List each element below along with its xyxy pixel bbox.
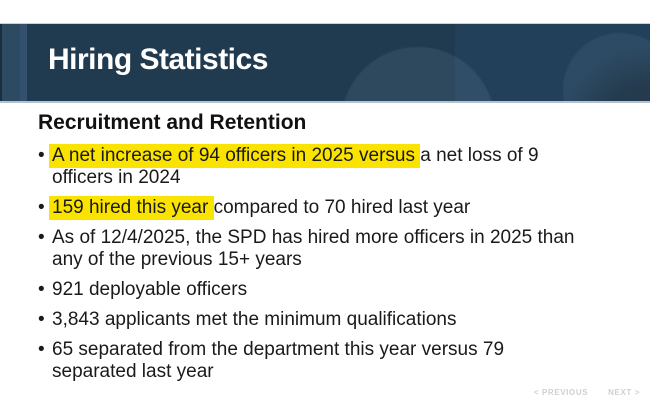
slide-navigation: < PREVIOUS NEXT >: [534, 388, 640, 397]
bullet-marker: •: [38, 309, 45, 330]
bullet-marker: •: [38, 339, 45, 360]
bullet-text: 3,843 applicants met the minimum qualifi…: [52, 309, 456, 331]
bullet-item-hired-this-year: • 159 hired this year compared to 70 hir…: [38, 196, 634, 220]
bullet-item-deployable-officers: • 921 deployable officers: [38, 279, 634, 301]
highlighted-text: 159 hired this year: [49, 196, 214, 220]
highlighted-text: A net increase of 94 officers in 2025 ve…: [49, 144, 421, 168]
bullet-item-hired-more-officers: • As of 12/4/2025, the SPD has hired mor…: [38, 227, 634, 271]
plain-text: a net loss of 9 officers in 2024: [52, 145, 539, 188]
plain-text: 65 separated from the department this ye…: [52, 339, 505, 382]
slide-body: Recruitment and Retention • A net increa…: [38, 110, 634, 391]
previous-button[interactable]: < PREVIOUS: [533, 388, 589, 397]
bullet-item-separated: • 65 separated from the department this …: [38, 339, 634, 383]
bullet-text: As of 12/4/2025, the SPD has hired more …: [52, 227, 574, 271]
bullet-text: 65 separated from the department this ye…: [52, 339, 504, 383]
plain-text: As of 12/4/2025, the SPD has hired more …: [52, 227, 575, 270]
section-heading: Recruitment and Retention: [38, 111, 307, 134]
title-banner: Hiring Statistics: [0, 23, 650, 103]
next-button[interactable]: NEXT >: [608, 388, 640, 397]
plain-text: 921 deployable officers: [52, 279, 248, 300]
bullet-item-applicants: • 3,843 applicants met the minimum quali…: [38, 309, 634, 331]
bullet-text: 921 deployable officers: [52, 279, 247, 301]
bullet-item-net-increase: • A net increase of 94 officers in 2025 …: [38, 144, 634, 189]
plain-text: compared to 70 hired last year: [213, 197, 471, 218]
bullet-marker: •: [38, 197, 45, 218]
slide-title: Hiring Statistics: [48, 43, 268, 76]
bullet-marker: •: [38, 145, 45, 166]
bullet-text: 159 hired this year compared to 70 hired…: [49, 196, 471, 220]
bullet-list: • A net increase of 94 officers in 2025 …: [38, 144, 634, 383]
bullet-text: A net increase of 94 officers in 2025 ve…: [49, 144, 539, 189]
bullet-marker: •: [38, 279, 45, 300]
plain-text: 3,843 applicants met the minimum qualifi…: [52, 309, 457, 330]
bullet-marker: •: [38, 227, 45, 248]
